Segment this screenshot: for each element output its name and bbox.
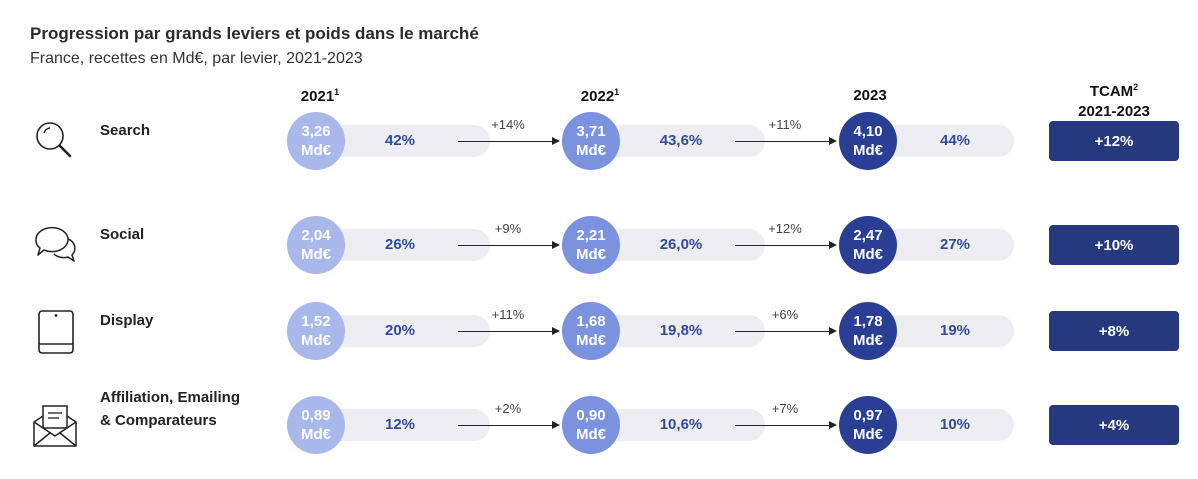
share-2023: 27% bbox=[939, 236, 971, 253]
search-icon bbox=[30, 116, 80, 166]
growth-label-2: +6% bbox=[771, 307, 799, 322]
share-2021: 42% bbox=[384, 132, 416, 149]
growth-label-2: +7% bbox=[771, 401, 799, 416]
value-circle-2021: 2,04 Md€ bbox=[287, 216, 345, 274]
growth-arrow-2 bbox=[735, 137, 837, 145]
value-circle-2022: 1,68 Md€ bbox=[562, 302, 620, 360]
envelope-icon bbox=[30, 400, 80, 450]
share-2022: 19,8% bbox=[659, 322, 703, 339]
tablet-icon bbox=[30, 306, 80, 356]
share-2021: 12% bbox=[384, 416, 416, 433]
share-2021: 20% bbox=[384, 322, 416, 339]
column-header-tcam: TCAM2 2021-2023 bbox=[1078, 82, 1150, 120]
growth-label-1: +14% bbox=[491, 117, 525, 132]
growth-label-2: +12% bbox=[768, 221, 802, 236]
share-2023: 19% bbox=[939, 322, 971, 339]
value-circle-2022: 0,90 Md€ bbox=[562, 396, 620, 454]
lever-row: Affiliation, Emailing & Comparateurs 12% … bbox=[0, 384, 1198, 464]
chart-subtitle: France, recettes en Md€, par levier, 202… bbox=[30, 50, 363, 67]
value-circle-2022: 3,71 Md€ bbox=[562, 112, 620, 170]
growth-arrow-1 bbox=[458, 137, 560, 145]
lever-label: Display bbox=[100, 312, 154, 329]
value-circle-2023: 2,47 Md€ bbox=[839, 216, 897, 274]
growth-label-2: +11% bbox=[768, 117, 802, 132]
chat-bubbles-icon bbox=[30, 220, 80, 270]
column-header-2021: 20211 bbox=[300, 87, 340, 105]
value-circle-2023: 0,97 Md€ bbox=[839, 396, 897, 454]
growth-label-1: +2% bbox=[494, 401, 522, 416]
value-circle-2021: 3,26 Md€ bbox=[287, 112, 345, 170]
value-circle-2023: 1,78 Md€ bbox=[839, 302, 897, 360]
share-2022: 10,6% bbox=[659, 416, 703, 433]
lever-label: Affiliation, Emailing & Comparateurs bbox=[100, 389, 241, 429]
value-circle-2022: 2,21 Md€ bbox=[562, 216, 620, 274]
growth-label-1: +11% bbox=[491, 307, 525, 322]
share-2021: 26% bbox=[384, 236, 416, 253]
lever-label: Social bbox=[100, 226, 145, 243]
growth-label-1: +9% bbox=[494, 221, 522, 236]
lever-row: Social 26% 2,04 Md€ +9% 26,0% 2,21 Md€ +12… bbox=[0, 204, 1198, 284]
column-header-2023: 2023 bbox=[853, 87, 887, 104]
tcam-badge: +10% bbox=[1049, 225, 1179, 265]
tcam-badge: +4% bbox=[1049, 405, 1179, 445]
lever-row: Display 20% 1,52 Md€ +11% 19,8% 1,68 Md€ +… bbox=[0, 290, 1198, 370]
value-circle-2023: 4,10 Md€ bbox=[839, 112, 897, 170]
lever-row: Search 42% 3,26 Md€ +14% 43,6% 3,71 Md€ +1… bbox=[0, 100, 1198, 180]
growth-arrow-1 bbox=[458, 327, 560, 335]
growth-arrow-1 bbox=[458, 421, 560, 429]
growth-arrow-1 bbox=[458, 241, 560, 249]
share-2023: 10% bbox=[939, 416, 971, 433]
share-2022: 26,0% bbox=[659, 236, 703, 253]
lever-label: Search bbox=[100, 122, 151, 139]
column-header-2022: 20221 bbox=[580, 87, 620, 105]
growth-arrow-2 bbox=[735, 421, 837, 429]
value-circle-2021: 0,89 Md€ bbox=[287, 396, 345, 454]
growth-arrow-2 bbox=[735, 241, 837, 249]
share-2023: 44% bbox=[939, 132, 971, 149]
chart-title: Progression par grands leviers et poids … bbox=[30, 24, 479, 43]
share-2022: 43,6% bbox=[659, 132, 703, 149]
tcam-badge: +12% bbox=[1049, 121, 1179, 161]
tcam-badge: +8% bbox=[1049, 311, 1179, 351]
growth-arrow-2 bbox=[735, 327, 837, 335]
value-circle-2021: 1,52 Md€ bbox=[287, 302, 345, 360]
